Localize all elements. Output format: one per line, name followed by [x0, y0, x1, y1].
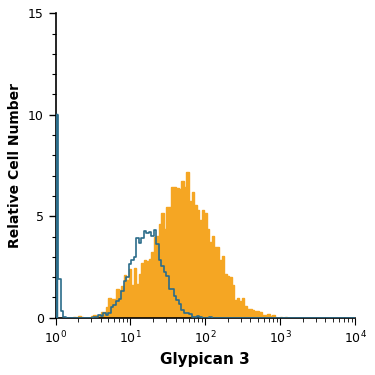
- X-axis label: Glypican 3: Glypican 3: [160, 352, 250, 367]
- Polygon shape: [56, 172, 355, 318]
- Y-axis label: Relative Cell Number: Relative Cell Number: [8, 83, 22, 248]
